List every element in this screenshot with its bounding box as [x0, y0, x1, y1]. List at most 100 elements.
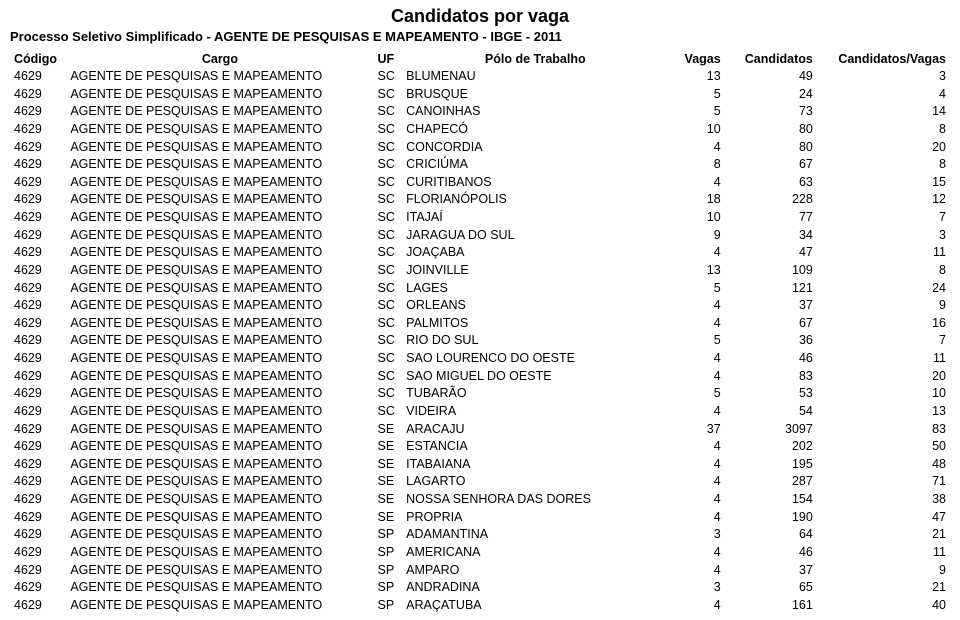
cell-candidatos: 121 — [725, 280, 817, 298]
cell-ratio: 3 — [817, 227, 950, 245]
cell-candidatos: 195 — [725, 456, 817, 474]
cell-candidatos: 53 — [725, 385, 817, 403]
table-row: 4629AGENTE DE PESQUISAS E MAPEAMENTOSCSA… — [10, 368, 950, 386]
table-row: 4629AGENTE DE PESQUISAS E MAPEAMENTOSEPR… — [10, 509, 950, 527]
cell-candidatos: 24 — [725, 86, 817, 104]
table-row: 4629AGENTE DE PESQUISAS E MAPEAMENTOSEAR… — [10, 421, 950, 439]
cell-candidatos: 228 — [725, 191, 817, 209]
cell-ratio: 24 — [817, 280, 950, 298]
cell-candidatos: 83 — [725, 368, 817, 386]
cell-uf: SE — [374, 473, 403, 491]
cell-codigo: 4629 — [10, 597, 66, 615]
cell-ratio: 38 — [817, 491, 950, 509]
cell-uf: SP — [374, 579, 403, 597]
cell-codigo: 4629 — [10, 297, 66, 315]
cell-polo: ITABAIANA — [402, 456, 668, 474]
cell-vagas: 37 — [668, 421, 724, 439]
cell-cargo: AGENTE DE PESQUISAS E MAPEAMENTO — [66, 227, 373, 245]
cell-vagas: 5 — [668, 280, 724, 298]
col-candidatos: Candidatos — [725, 50, 817, 68]
cell-uf: SP — [374, 544, 403, 562]
cell-cargo: AGENTE DE PESQUISAS E MAPEAMENTO — [66, 297, 373, 315]
cell-ratio: 4 — [817, 86, 950, 104]
cell-vagas: 18 — [668, 191, 724, 209]
cell-candidatos: 67 — [725, 315, 817, 333]
cell-candidatos: 49 — [725, 68, 817, 86]
cell-ratio: 13 — [817, 403, 950, 421]
cell-codigo: 4629 — [10, 227, 66, 245]
cell-polo: PROPRIA — [402, 509, 668, 527]
cell-codigo: 4629 — [10, 438, 66, 456]
cell-uf: SE — [374, 509, 403, 527]
cell-codigo: 4629 — [10, 544, 66, 562]
cell-vagas: 4 — [668, 297, 724, 315]
cell-cargo: AGENTE DE PESQUISAS E MAPEAMENTO — [66, 350, 373, 368]
cell-vagas: 5 — [668, 103, 724, 121]
cell-cargo: AGENTE DE PESQUISAS E MAPEAMENTO — [66, 68, 373, 86]
table-row: 4629AGENTE DE PESQUISAS E MAPEAMENTOSEIT… — [10, 456, 950, 474]
table-row: 4629AGENTE DE PESQUISAS E MAPEAMENTOSCBL… — [10, 68, 950, 86]
table-row: 4629AGENTE DE PESQUISAS E MAPEAMENTOSCTU… — [10, 385, 950, 403]
cell-uf: SC — [374, 280, 403, 298]
table-row: 4629AGENTE DE PESQUISAS E MAPEAMENTOSCCR… — [10, 156, 950, 174]
cell-uf: SC — [374, 209, 403, 227]
cell-codigo: 4629 — [10, 209, 66, 227]
table-row: 4629AGENTE DE PESQUISAS E MAPEAMENTOSENO… — [10, 491, 950, 509]
cell-vagas: 10 — [668, 121, 724, 139]
cell-candidatos: 46 — [725, 350, 817, 368]
cell-cargo: AGENTE DE PESQUISAS E MAPEAMENTO — [66, 174, 373, 192]
cell-cargo: AGENTE DE PESQUISAS E MAPEAMENTO — [66, 121, 373, 139]
cell-uf: SE — [374, 491, 403, 509]
cell-uf: SC — [374, 350, 403, 368]
cell-vagas: 3 — [668, 526, 724, 544]
cell-uf: SC — [374, 332, 403, 350]
cell-cargo: AGENTE DE PESQUISAS E MAPEAMENTO — [66, 332, 373, 350]
cell-candidatos: 36 — [725, 332, 817, 350]
cell-ratio: 8 — [817, 121, 950, 139]
table-row: 4629AGENTE DE PESQUISAS E MAPEAMENTOSCJO… — [10, 244, 950, 262]
cell-candidatos: 287 — [725, 473, 817, 491]
cell-codigo: 4629 — [10, 262, 66, 280]
cell-cargo: AGENTE DE PESQUISAS E MAPEAMENTO — [66, 579, 373, 597]
cell-ratio: 7 — [817, 209, 950, 227]
cell-vagas: 4 — [668, 597, 724, 615]
cell-codigo: 4629 — [10, 68, 66, 86]
cell-codigo: 4629 — [10, 421, 66, 439]
cell-cargo: AGENTE DE PESQUISAS E MAPEAMENTO — [66, 139, 373, 157]
cell-ratio: 21 — [817, 579, 950, 597]
cell-candidatos: 37 — [725, 562, 817, 580]
cell-uf: SC — [374, 156, 403, 174]
table-row: 4629AGENTE DE PESQUISAS E MAPEAMENTOSCFL… — [10, 191, 950, 209]
cell-polo: FLORIANÓPOLIS — [402, 191, 668, 209]
cell-vagas: 4 — [668, 456, 724, 474]
cell-codigo: 4629 — [10, 121, 66, 139]
cell-uf: SC — [374, 227, 403, 245]
cell-polo: ANDRADINA — [402, 579, 668, 597]
cell-candidatos: 65 — [725, 579, 817, 597]
cell-vagas: 10 — [668, 209, 724, 227]
cell-candidatos: 202 — [725, 438, 817, 456]
cell-ratio: 40 — [817, 597, 950, 615]
cell-candidatos: 109 — [725, 262, 817, 280]
cell-vagas: 4 — [668, 368, 724, 386]
cell-cargo: AGENTE DE PESQUISAS E MAPEAMENTO — [66, 315, 373, 333]
cell-ratio: 47 — [817, 509, 950, 527]
cell-uf: SC — [374, 244, 403, 262]
cell-polo: CRICIÚMA — [402, 156, 668, 174]
cell-codigo: 4629 — [10, 456, 66, 474]
cell-cargo: AGENTE DE PESQUISAS E MAPEAMENTO — [66, 403, 373, 421]
cell-candidatos: 73 — [725, 103, 817, 121]
cell-codigo: 4629 — [10, 156, 66, 174]
cell-polo: JOAÇABA — [402, 244, 668, 262]
cell-uf: SE — [374, 456, 403, 474]
table-row: 4629AGENTE DE PESQUISAS E MAPEAMENTOSCCH… — [10, 121, 950, 139]
cell-vagas: 4 — [668, 350, 724, 368]
cell-uf: SC — [374, 103, 403, 121]
cell-polo: CURITIBANOS — [402, 174, 668, 192]
cell-uf: SP — [374, 597, 403, 615]
col-vagas: Vagas — [668, 50, 724, 68]
cell-vagas: 5 — [668, 385, 724, 403]
cell-candidatos: 80 — [725, 121, 817, 139]
cell-cargo: AGENTE DE PESQUISAS E MAPEAMENTO — [66, 509, 373, 527]
cell-candidatos: 190 — [725, 509, 817, 527]
